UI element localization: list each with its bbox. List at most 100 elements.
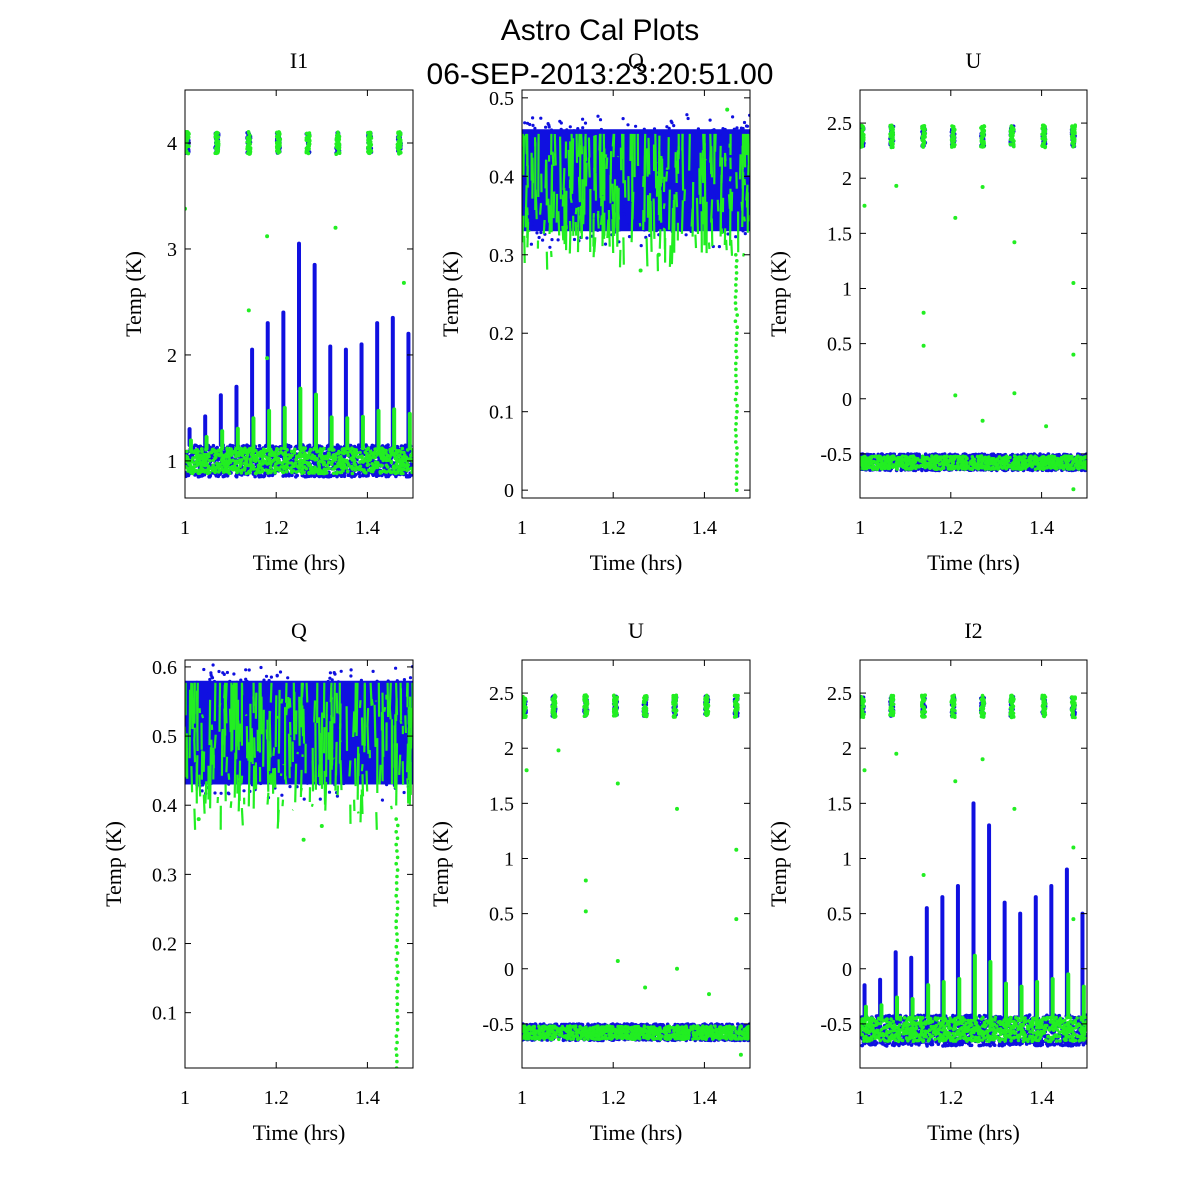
green-point xyxy=(524,206,528,219)
blue-point xyxy=(725,137,729,142)
green-point xyxy=(317,464,322,468)
blue-point xyxy=(725,144,729,148)
y-axis-label: Temp (K) xyxy=(438,251,463,337)
green-point xyxy=(524,133,528,155)
blue-point xyxy=(556,181,560,185)
green-point xyxy=(238,458,242,462)
green-point xyxy=(381,454,386,459)
series-blue-points xyxy=(522,113,750,249)
blue-point xyxy=(357,471,361,476)
blue-point xyxy=(715,161,719,165)
blue-point xyxy=(684,233,688,237)
green-outlier xyxy=(638,268,643,273)
blue-point xyxy=(558,201,563,205)
green-point xyxy=(350,467,355,471)
blue-point xyxy=(294,475,298,479)
blue-point xyxy=(253,474,257,479)
green-point xyxy=(735,488,739,493)
blue-point xyxy=(361,465,366,469)
green-point xyxy=(245,144,250,149)
blue-point xyxy=(522,208,526,212)
green-point xyxy=(649,209,652,230)
green-point xyxy=(312,454,317,459)
green-point xyxy=(388,447,392,452)
green-point xyxy=(208,466,212,471)
green-point xyxy=(358,460,362,464)
blue-point xyxy=(683,203,687,208)
green-point xyxy=(261,460,265,465)
figure-title: Astro Cal Plots xyxy=(501,14,699,47)
blue-point xyxy=(573,155,577,159)
blue-point xyxy=(560,151,564,155)
green-point xyxy=(326,451,331,456)
green-point xyxy=(611,133,615,147)
green-point xyxy=(654,133,658,189)
green-point xyxy=(544,159,548,189)
green-point xyxy=(734,271,739,275)
green-point xyxy=(401,456,406,461)
blue-point xyxy=(586,209,590,213)
blue-point xyxy=(636,203,640,207)
blue-point xyxy=(589,129,593,133)
green-point xyxy=(248,149,253,154)
green-point xyxy=(363,450,368,455)
blue-point xyxy=(366,473,370,478)
blue-point xyxy=(606,203,611,207)
blue-point xyxy=(694,139,698,143)
blue-point xyxy=(677,187,681,192)
blue-point xyxy=(670,156,674,160)
blue-point xyxy=(683,142,688,146)
blue-point xyxy=(713,210,717,214)
green-point xyxy=(362,470,367,474)
blue-point xyxy=(642,127,646,131)
green-point xyxy=(397,149,401,153)
green-point xyxy=(683,189,686,202)
blue-point xyxy=(668,130,672,134)
blue-point xyxy=(720,131,725,135)
blue-point xyxy=(696,127,701,131)
green-point xyxy=(276,456,281,461)
green-point xyxy=(734,476,739,480)
green-point xyxy=(665,171,669,182)
blue-point xyxy=(627,224,631,229)
green-point xyxy=(199,465,203,470)
green-point xyxy=(256,451,260,455)
green-point xyxy=(607,209,611,247)
blue-point xyxy=(706,178,710,182)
blue-point xyxy=(982,452,987,457)
blue-point xyxy=(670,139,674,143)
blue-point xyxy=(608,133,612,137)
green-point xyxy=(215,463,220,468)
green-point xyxy=(246,450,250,455)
blue-point xyxy=(307,443,312,448)
green-point xyxy=(203,470,207,474)
green-point xyxy=(200,447,204,451)
green-point xyxy=(337,462,342,467)
green-point xyxy=(735,452,739,456)
blue-point xyxy=(627,235,632,239)
green-point xyxy=(734,458,738,462)
green-point xyxy=(305,131,309,136)
green-point xyxy=(185,454,188,458)
green-point xyxy=(397,454,402,458)
blue-point xyxy=(543,142,547,146)
blue-point xyxy=(576,127,580,131)
blue-point xyxy=(638,183,642,187)
blue-point xyxy=(741,229,745,233)
green-point xyxy=(304,136,309,140)
green-point xyxy=(738,154,742,180)
blue-point xyxy=(637,130,641,134)
green-point xyxy=(242,449,246,453)
green-point xyxy=(227,455,231,459)
blue-point xyxy=(531,123,535,127)
blue-point xyxy=(741,126,745,131)
green-point xyxy=(365,447,369,452)
green-outlier xyxy=(246,308,251,313)
green-point xyxy=(366,468,371,472)
blue-point xyxy=(596,228,600,232)
green-point xyxy=(602,161,605,178)
green-point xyxy=(567,149,571,177)
blue-point xyxy=(625,223,629,227)
